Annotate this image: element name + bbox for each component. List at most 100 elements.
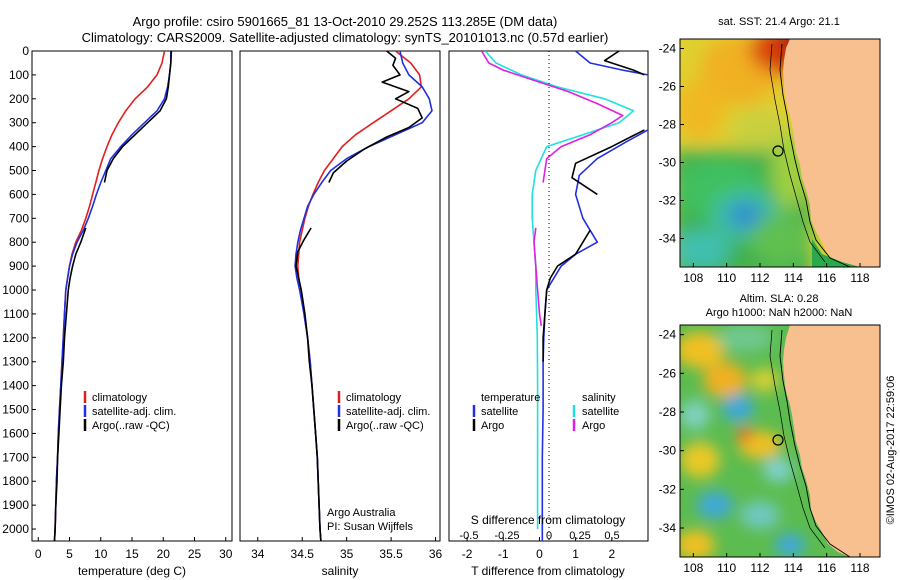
salinity-lines [294,51,433,541]
temperature-lines [53,51,173,541]
map-y-tick-label: -26 [659,80,677,94]
s-tick-label: 0.25 [569,530,590,542]
depth-tick-label: 1600 [2,426,29,440]
depth-tick-label: 100 [9,68,29,82]
depth-tick-label: 1000 [2,283,29,297]
depth-tick-label: 1200 [2,331,29,345]
x-tick-label: 35 [340,547,354,561]
isobath-2000 [769,43,826,263]
map-x-tick-label: 108 [683,561,703,575]
depth-tick-label: 0 [22,44,29,58]
series-line-argo [571,129,645,196]
imos-stamp: ©IMOS 02-Aug-2017 22:59:06 [885,376,897,525]
map-y-tick-label: -34 [659,232,677,246]
x-tick-label: 30 [219,547,233,561]
depth-tick-label: 500 [9,164,29,178]
x-tick-label: 5 [66,547,73,561]
shelf-south [812,239,860,267]
figure-title-line2: Climatology: CARS2009. Satellite-adjuste… [82,30,609,45]
s-tick-label: 0.5 [604,530,619,542]
map-x-tick-label: 110 [717,271,736,285]
legend-t-satellite: satellite [481,406,518,418]
sla-field [680,325,805,557]
series-line-satellite [541,129,648,541]
salinity-xlabel: salinity [322,564,359,578]
x-tick-label: 25 [188,547,202,561]
sla-map-subtitle: Argo h1000: NaN h2000: NaN [706,307,853,319]
x-tick-label: 34.5 [291,547,315,561]
temperature-panel [31,50,233,542]
x-tick-label: 1 [572,547,579,561]
argo-position-marker [772,434,784,446]
sst-map-axes: 108 110 112 114 116 118 -24 -26 -28 -30 -32 -34 [659,42,870,286]
series-line-argo [603,51,645,76]
legend-t-argo: Argo [481,420,504,432]
series-line-satellite [484,51,635,529]
depth-tick-label: 1700 [2,450,29,464]
salinity-panel [239,50,441,542]
legend-s-satellite: satellite [582,406,619,418]
legend-s-argo: Argo [582,420,605,432]
map-x-tick-label: 108 [683,271,703,285]
difference-lines [480,51,648,541]
legend-argo: Argo(..raw -QC) [92,420,170,432]
x-tick-label: 0 [536,547,543,561]
depth-tick-label: 200 [9,92,29,106]
sla-map-frame [679,324,881,558]
depth-tick-label: 400 [9,140,29,154]
series-line-argo [533,227,543,327]
sst-map-title: sat. SST: 21.4 Argo: 21.1 [718,16,840,28]
map-x-tick-label: 118 [850,271,869,285]
legend-argo: Argo(..raw -QC) [346,420,424,432]
map-y-tick-label: -32 [659,482,677,496]
x-tick-label: -2 [462,547,473,561]
map-y-tick-label: -32 [659,194,677,208]
map-y-tick-label: -26 [659,366,677,380]
sla-map-title: Altim. SLA: 0.28 [740,293,819,305]
s-difference-xlabel: S difference from climatology [471,513,626,527]
map-y-tick-label: -24 [659,328,677,342]
land-mass [783,39,880,267]
salinity-legend: climatology satellite-adj. clim. Argo(..… [337,391,430,432]
depth-tick-label: 300 [9,116,29,130]
map-y-tick-label: -28 [659,405,677,419]
credit-org: Argo Australia [327,507,396,519]
x-tick-label: 36 [429,547,443,561]
isobath-2000 [769,329,826,549]
depth-tick-label: 900 [9,259,29,273]
depth-tick-label: 1900 [2,498,29,512]
temperature-legend: climatology satellite-adj. clim. Argo(..… [83,391,176,432]
depth-tick-label: 700 [9,211,29,225]
map-x-tick-label: 118 [850,561,869,575]
argo-position-marker [772,145,784,157]
series-line-argo [480,51,624,183]
credit-pi: PI: Susan Wijffels [327,521,413,533]
s-tick-label: -0.25 [494,530,519,542]
x-tick-label: 15 [125,547,139,561]
depth-tick-label: 1500 [2,403,29,417]
isobath-1000 [779,43,851,267]
x-axis-ticks: 0 5 10 15 20 25 30 34 34.5 35 35.5 36 -2 -1 0 1 2 -0.5 -0.… [35,530,620,561]
legend-temperature-title: temperature [481,392,540,404]
sst-map-frame [679,38,881,268]
series-line-argo-raw-qc- [328,51,423,183]
series-line-argo-raw-qc- [103,51,173,183]
map-y-tick-label: -28 [659,118,677,132]
x-tick-label: 34 [251,547,265,561]
depth-tick-label: 1800 [2,474,29,488]
legend-climatology: climatology [346,392,402,404]
series-line-argo [542,229,591,362]
t-difference-xlabel: T difference from climatology [471,564,625,578]
legend-satellite: satellite-adj. clim. [346,406,430,418]
legend-satellite: satellite-adj. clim. [92,406,176,418]
sla-map-axes: 108 110 112 114 116 118 -24 -26 -28 -30 -32 -34 [659,328,870,575]
land-mass [783,325,880,557]
depth-tick-label: 800 [9,235,29,249]
map-x-tick-label: 112 [750,271,769,285]
series-line-argo-raw-qc- [295,227,322,541]
figure-title-line1: Argo profile: csiro 5901665_81 13-Oct-20… [133,14,558,29]
depth-axis: 0 100 200 300 400 500 600 700 800 900 1000 1100 1200… [2,44,36,536]
temperature-xlabel: temperature (deg C) [78,564,186,578]
sla-map [680,325,880,557]
